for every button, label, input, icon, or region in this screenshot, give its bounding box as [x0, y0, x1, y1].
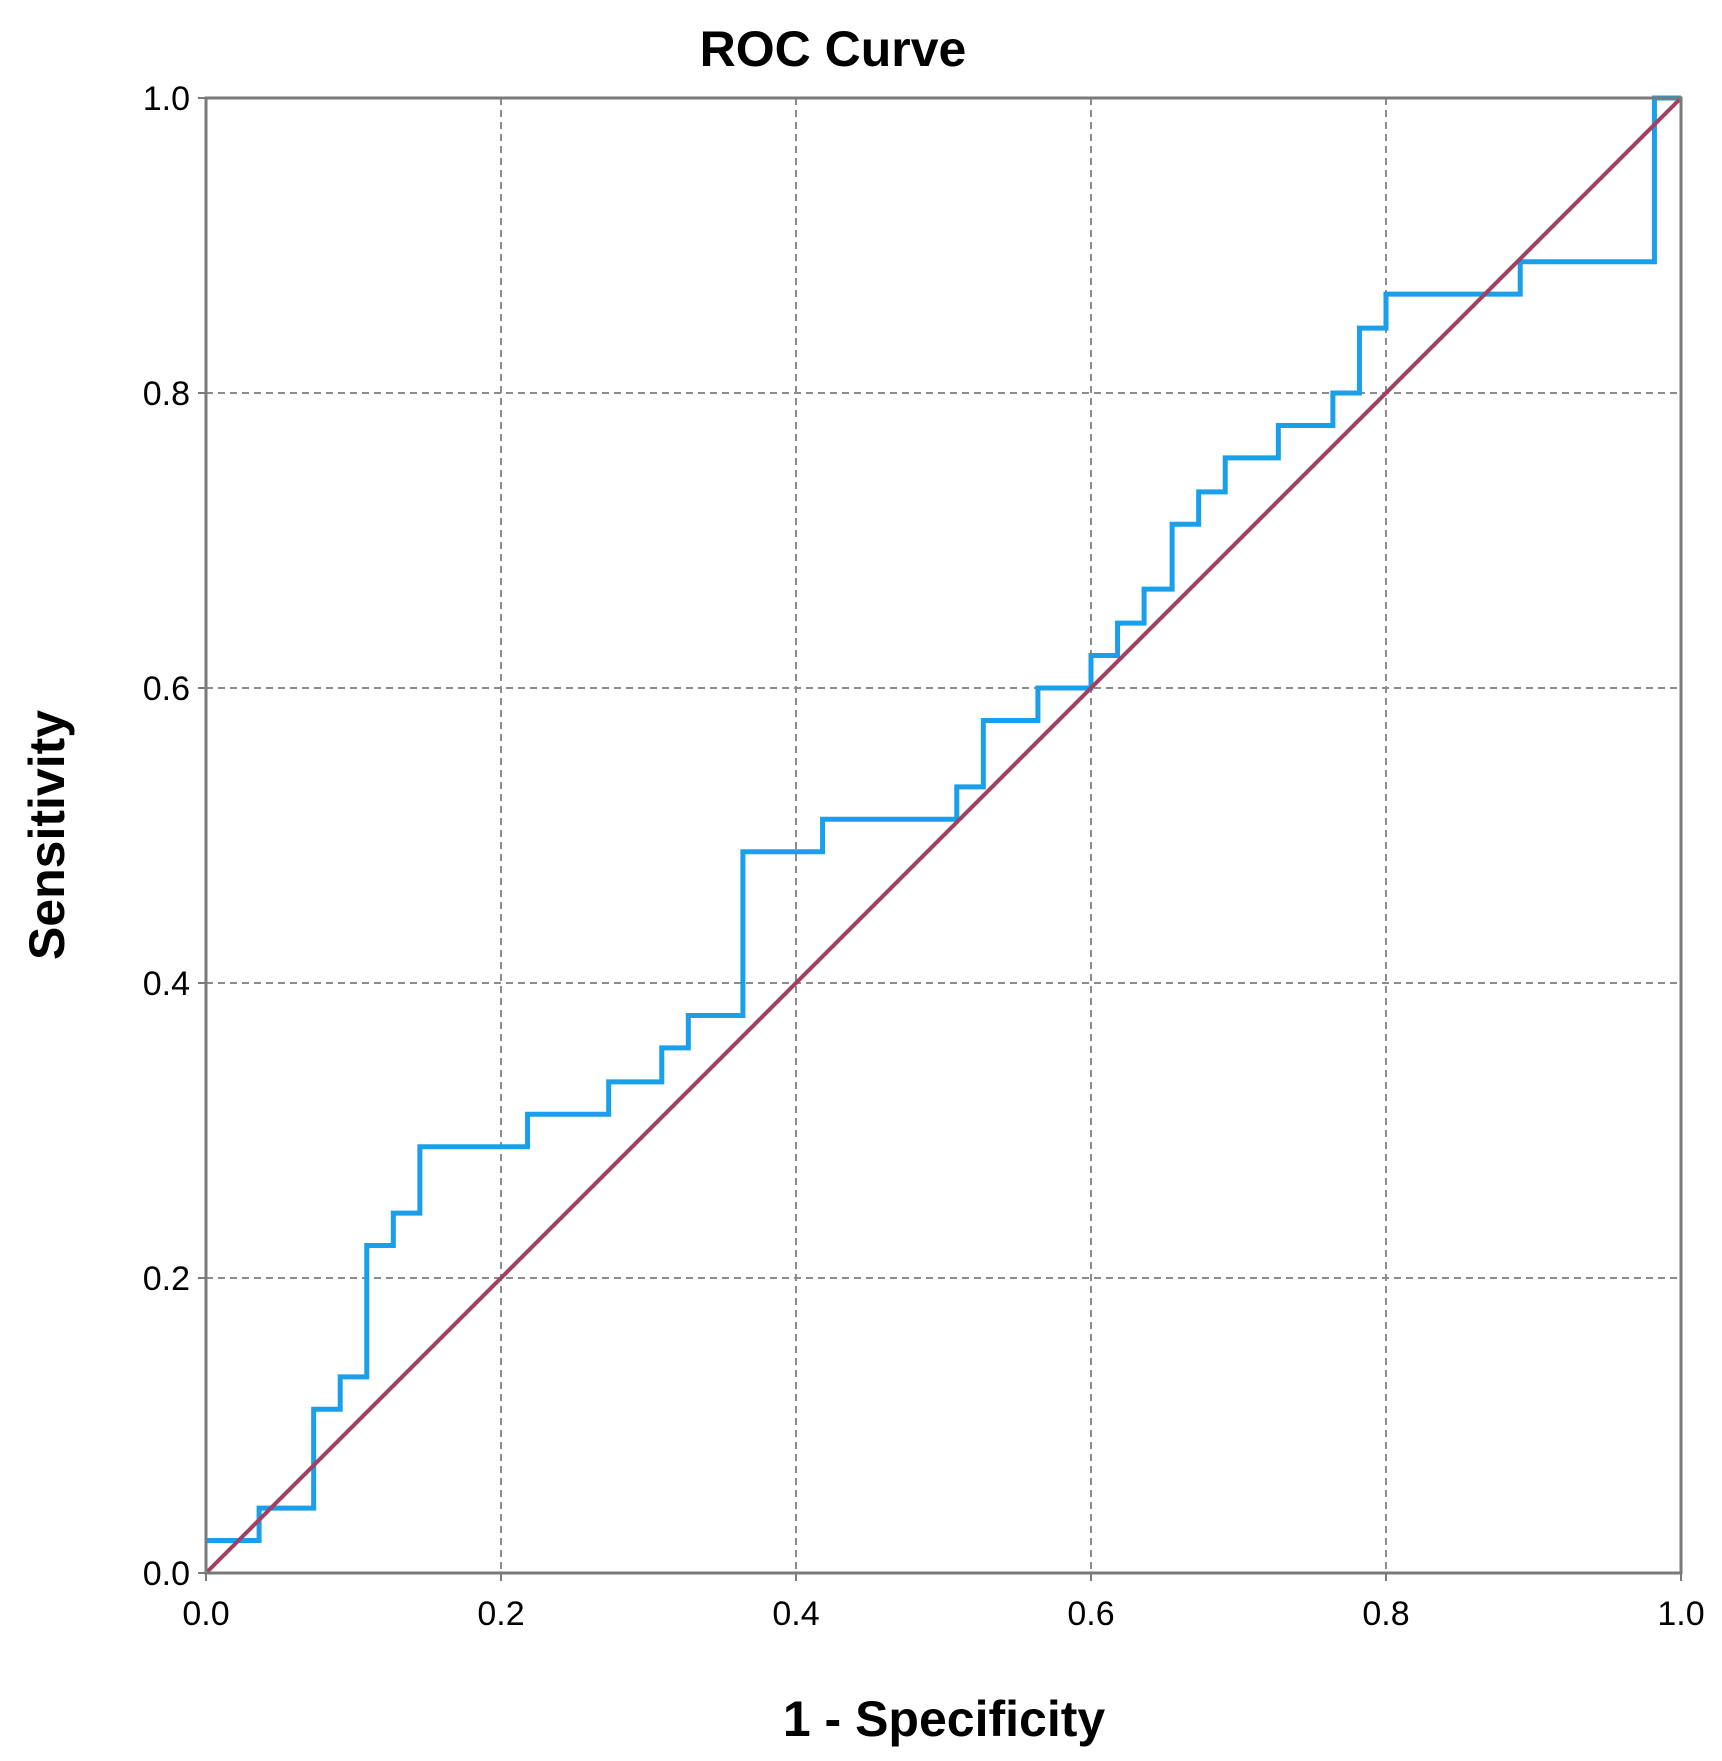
x-axis-label: 1 - Specificity [783, 1691, 1106, 1747]
plot-frame [204, 96, 1683, 1575]
x-tick-label: 0.4 [772, 1595, 819, 1633]
y-tick-label: 0.4 [143, 965, 190, 1003]
series-layer [204, 95, 1683, 1575]
chart-title: ROC Curve [700, 21, 967, 77]
x-tick-label: 0.0 [182, 1595, 229, 1633]
gridlines [206, 98, 1681, 1573]
y-axis-label: Sensitivity [19, 710, 75, 960]
x-tick-label: 0.2 [477, 1595, 524, 1633]
series-reference-line [204, 96, 1683, 1575]
y-tick-label: 1.0 [143, 80, 190, 118]
y-tick-label: 0.8 [143, 375, 190, 413]
x-tick-label: 0.6 [1067, 1595, 1114, 1633]
y-tick-label: 0.6 [143, 670, 190, 708]
x-tick-label: 0.8 [1362, 1595, 1409, 1633]
series-roc-curve [206, 95, 1681, 1544]
x-axis-ticks: 0.0 0.2 0.4 0.6 0.8 1.0 [182, 1573, 1705, 1633]
y-axis-ticks: 0.0 0.2 0.4 0.6 0.8 1.0 [143, 80, 206, 1593]
x-tick-label: 1.0 [1657, 1595, 1704, 1633]
y-tick-label: 0.0 [143, 1555, 190, 1593]
y-tick-label: 0.2 [143, 1260, 190, 1298]
